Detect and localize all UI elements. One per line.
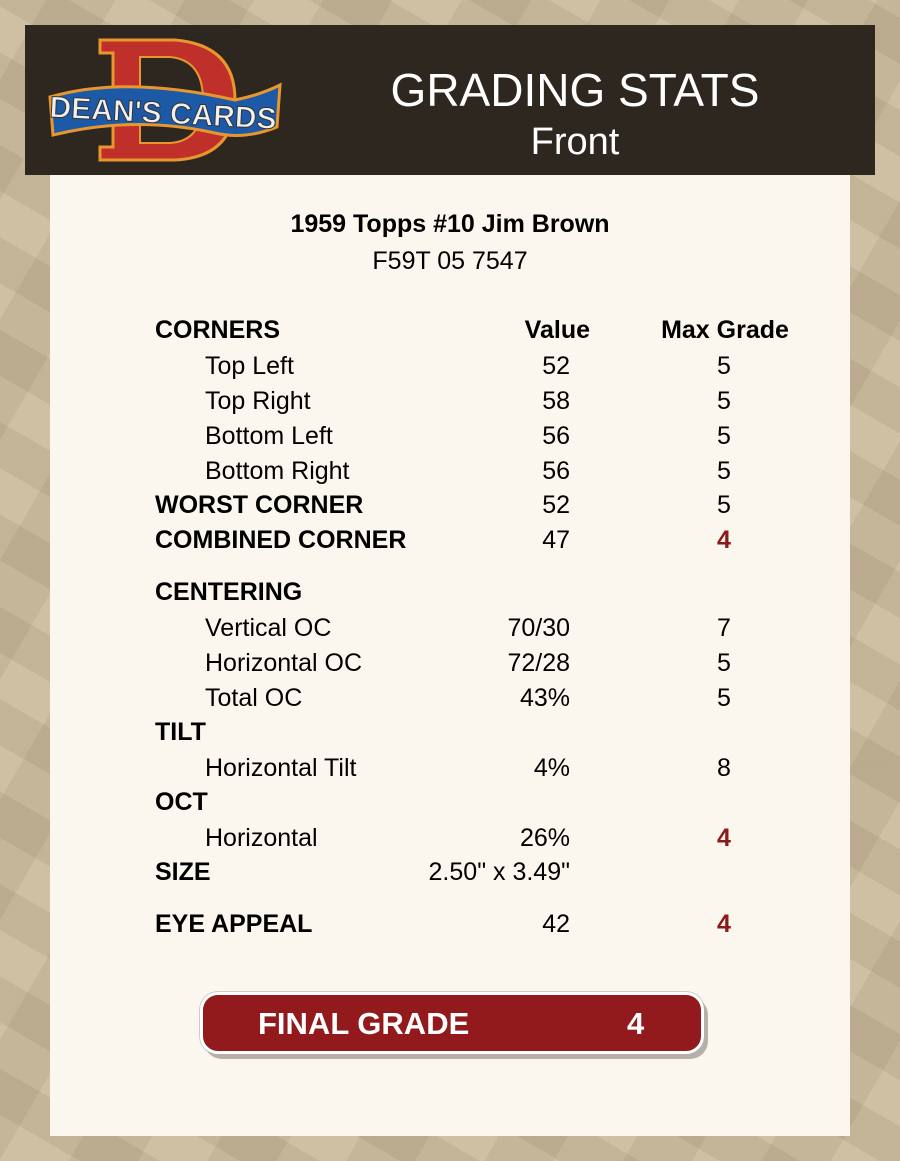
row-value: 42 bbox=[542, 910, 570, 938]
row-max-grade: 7 bbox=[717, 614, 731, 642]
row-label: TILT bbox=[155, 718, 206, 746]
stats-row: Top Right 58 5 bbox=[0, 387, 900, 417]
row-value: 56 bbox=[542, 422, 570, 450]
page-title: GRADING STATS bbox=[390, 64, 760, 116]
row-max-grade: 5 bbox=[717, 684, 731, 712]
row-max-grade: 5 bbox=[717, 649, 731, 677]
stats-row: Horizontal OC 72/28 5 bbox=[0, 649, 900, 679]
row-value: 70/30 bbox=[507, 614, 570, 642]
header-bar: DEAN'S CARDS GRADING STATS Front bbox=[25, 25, 875, 175]
row-max-grade: 4 bbox=[717, 526, 731, 554]
row-max-grade: 5 bbox=[717, 352, 731, 380]
value-column-header: Value bbox=[524, 316, 590, 344]
row-label: Total OC bbox=[205, 684, 303, 712]
stats-row: WORST CORNER 52 5 bbox=[0, 491, 900, 521]
row-max-grade: 8 bbox=[717, 754, 731, 782]
row-value: 52 bbox=[542, 491, 570, 519]
row-value: 4% bbox=[533, 754, 570, 782]
row-value: 47 bbox=[542, 526, 570, 554]
row-value: 26% bbox=[519, 824, 570, 852]
stats-row: Horizontal Tilt 4% 8 bbox=[0, 754, 900, 784]
stats-row: Total OC 43% 5 bbox=[0, 684, 900, 714]
stats-row: EYE APPEAL 42 4 bbox=[0, 910, 900, 940]
stats-row: CENTERING bbox=[0, 578, 900, 608]
row-label: Horizontal bbox=[205, 824, 318, 852]
row-max-grade: 4 bbox=[717, 910, 731, 938]
stats-row: SIZE 2.50" x 3.49" bbox=[0, 858, 900, 888]
row-value: 56 bbox=[542, 457, 570, 485]
stats-row: Horizontal 26% 4 bbox=[0, 824, 900, 854]
stats-panel bbox=[50, 175, 850, 1136]
stats-row: TILT bbox=[0, 718, 900, 748]
row-label: OCT bbox=[155, 788, 208, 816]
stats-row: Bottom Left 56 5 bbox=[0, 422, 900, 452]
card-name: 1959 Topps #10 Jim Brown bbox=[290, 210, 610, 238]
stats-row: COMBINED CORNER 47 4 bbox=[0, 526, 900, 556]
row-label: CORNERS bbox=[155, 316, 281, 344]
row-label: Top Left bbox=[205, 352, 294, 380]
row-max-grade: 5 bbox=[717, 422, 731, 450]
row-max-grade: 5 bbox=[717, 457, 731, 485]
row-label: CENTERING bbox=[155, 578, 303, 606]
row-label: SIZE bbox=[155, 858, 211, 886]
stats-row: OCT bbox=[0, 788, 900, 818]
row-label: Horizontal Tilt bbox=[205, 754, 357, 782]
row-label: WORST CORNER bbox=[155, 491, 364, 519]
row-max-grade: 5 bbox=[717, 387, 731, 415]
stats-row: Bottom Right 56 5 bbox=[0, 457, 900, 487]
max-grade-column-header: Max Grade bbox=[661, 316, 789, 344]
row-max-grade: 4 bbox=[717, 824, 731, 852]
row-value: 2.50" x 3.49" bbox=[428, 858, 570, 886]
row-label: EYE APPEAL bbox=[155, 910, 313, 938]
row-value: 72/28 bbox=[507, 649, 570, 677]
final-grade-value: 4 bbox=[627, 1006, 645, 1041]
deans-cards-logo: DEAN'S CARDS bbox=[48, 38, 282, 162]
row-label: COMBINED CORNER bbox=[155, 526, 407, 554]
row-label: Bottom Right bbox=[205, 457, 350, 485]
row-value: 58 bbox=[542, 387, 570, 415]
row-label: Horizontal OC bbox=[205, 649, 362, 677]
cert-number: F59T 05 7547 bbox=[372, 247, 528, 275]
stats-row: Vertical OC 70/30 7 bbox=[0, 614, 900, 644]
final-grade-label: FINAL GRADE bbox=[258, 1006, 470, 1041]
row-value: 52 bbox=[542, 352, 570, 380]
row-max-grade: 5 bbox=[717, 491, 731, 519]
row-label: Bottom Left bbox=[205, 422, 333, 450]
stats-row: Top Left 52 5 bbox=[0, 352, 900, 382]
row-value: 43% bbox=[519, 684, 570, 712]
stats-row: CORNERS Value Max Grade bbox=[0, 316, 900, 346]
final-grade-banner: FINAL GRADE 4 bbox=[200, 992, 704, 1054]
page-subtitle: Front bbox=[530, 121, 620, 163]
row-label: Top Right bbox=[205, 387, 311, 415]
row-label: Vertical OC bbox=[205, 614, 332, 642]
